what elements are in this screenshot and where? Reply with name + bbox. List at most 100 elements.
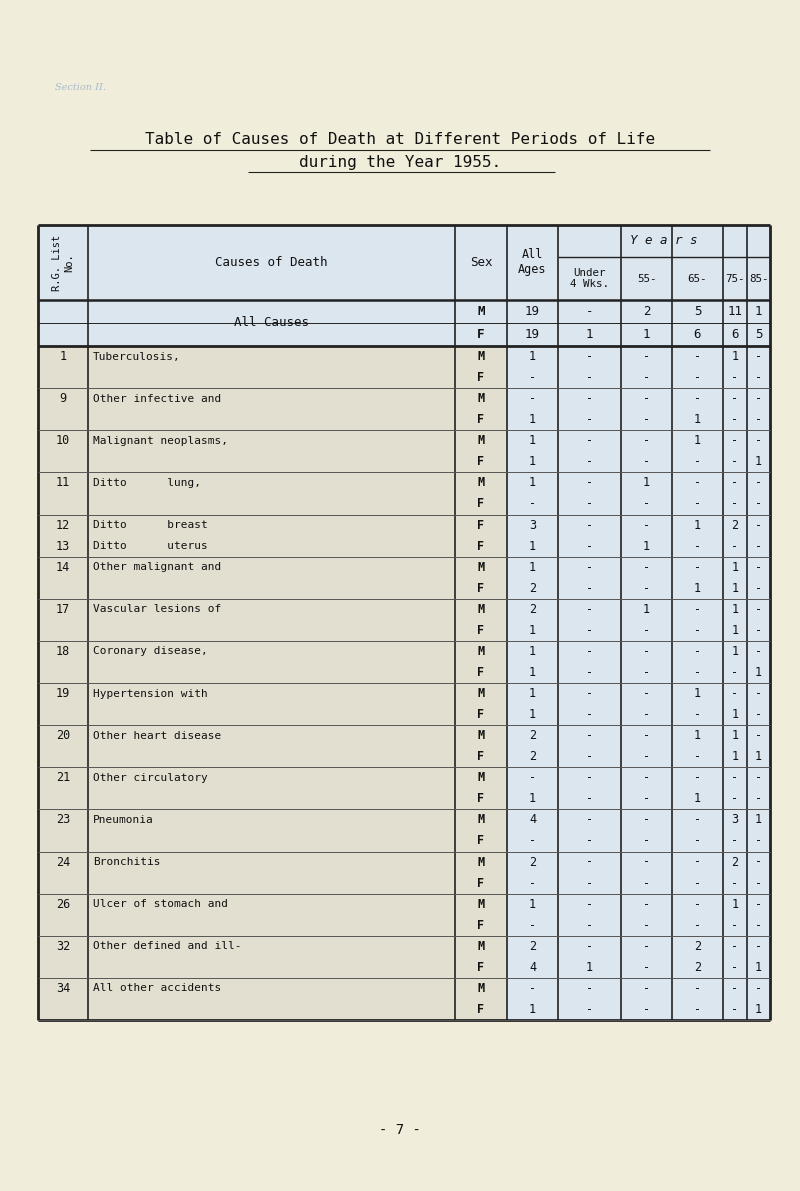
Text: -: - (731, 940, 738, 953)
Text: F: F (478, 792, 485, 805)
Text: 2: 2 (694, 961, 701, 974)
Text: -: - (755, 372, 762, 384)
Text: 2: 2 (642, 305, 650, 318)
Text: -: - (586, 855, 593, 868)
Text: 1: 1 (642, 328, 650, 341)
Text: -: - (694, 392, 701, 405)
Text: Hypertension with: Hypertension with (93, 688, 208, 699)
Text: -: - (586, 1003, 593, 1016)
Text: -: - (643, 581, 650, 594)
Text: -: - (586, 413, 593, 426)
Text: -: - (731, 877, 738, 890)
Text: -: - (755, 687, 762, 700)
Text: -: - (694, 981, 701, 994)
Text: F: F (478, 877, 485, 890)
Text: -: - (643, 772, 650, 785)
Text: -: - (586, 750, 593, 763)
Text: Ditto      uterus: Ditto uterus (93, 541, 208, 551)
Text: -: - (694, 750, 701, 763)
Text: -: - (586, 772, 593, 785)
Text: 3: 3 (529, 518, 536, 531)
Text: -: - (694, 372, 701, 384)
Text: All
Ages: All Ages (518, 249, 546, 276)
Text: 11: 11 (56, 476, 70, 490)
Text: Section II.: Section II. (55, 83, 106, 92)
Text: -: - (694, 624, 701, 637)
Text: -: - (731, 498, 738, 511)
Text: 1: 1 (731, 624, 738, 637)
Text: -: - (586, 898, 593, 911)
Text: 2: 2 (529, 940, 536, 953)
Text: F: F (478, 709, 485, 721)
Text: 1: 1 (529, 644, 536, 657)
Text: 24: 24 (56, 855, 70, 868)
Text: 19: 19 (525, 328, 540, 341)
Text: -: - (586, 392, 593, 405)
Text: R.G. List
No.: R.G. List No. (52, 235, 74, 291)
Text: 55-: 55- (637, 274, 656, 283)
Text: M: M (478, 435, 485, 448)
Text: -: - (586, 981, 593, 994)
Text: -: - (643, 372, 650, 384)
Text: -: - (643, 687, 650, 700)
Text: -: - (643, 644, 650, 657)
Text: 65-: 65- (688, 274, 707, 283)
Text: -: - (586, 666, 593, 679)
Text: -: - (529, 498, 536, 511)
Text: M: M (478, 603, 485, 616)
Text: -: - (643, 666, 650, 679)
Text: -: - (529, 372, 536, 384)
Text: -: - (755, 898, 762, 911)
Text: 1: 1 (755, 1003, 762, 1016)
Text: -: - (731, 666, 738, 679)
Text: -: - (731, 372, 738, 384)
Text: -: - (586, 729, 593, 742)
Text: Other infective and: Other infective and (93, 394, 222, 404)
Text: 4: 4 (529, 813, 536, 827)
Text: 1: 1 (754, 305, 762, 318)
Text: -: - (643, 413, 650, 426)
Text: - 7 -: - 7 - (379, 1123, 421, 1137)
Text: 1: 1 (731, 750, 738, 763)
Text: 1: 1 (529, 413, 536, 426)
Text: -: - (643, 392, 650, 405)
Text: -: - (643, 877, 650, 890)
Text: F: F (478, 518, 485, 531)
Text: -: - (694, 561, 701, 574)
Text: Bronchitis: Bronchitis (93, 858, 161, 867)
Text: Tuberculosis,: Tuberculosis, (93, 351, 181, 362)
Text: M: M (478, 350, 485, 363)
Text: 1: 1 (529, 666, 536, 679)
Text: F: F (478, 624, 485, 637)
Text: -: - (586, 877, 593, 890)
Text: Under
4 Wks.: Under 4 Wks. (570, 268, 609, 289)
Text: F: F (478, 961, 485, 974)
Text: 1: 1 (755, 961, 762, 974)
Text: M: M (478, 981, 485, 994)
Text: 21: 21 (56, 772, 70, 785)
Text: 1: 1 (529, 624, 536, 637)
Text: -: - (586, 918, 593, 931)
Text: -: - (731, 981, 738, 994)
Text: Sex: Sex (470, 256, 492, 269)
Text: 2: 2 (731, 518, 738, 531)
Text: 17: 17 (56, 603, 70, 616)
Text: -: - (694, 709, 701, 721)
Text: -: - (694, 498, 701, 511)
Text: -: - (755, 729, 762, 742)
Text: 1: 1 (643, 603, 650, 616)
Text: 18: 18 (56, 644, 70, 657)
Text: 1: 1 (694, 413, 701, 426)
Text: Coronary disease,: Coronary disease, (93, 647, 208, 656)
Text: -: - (643, 518, 650, 531)
Text: Y e a r s: Y e a r s (630, 235, 698, 248)
Text: 1: 1 (529, 1003, 536, 1016)
Text: -: - (755, 792, 762, 805)
Text: 2: 2 (529, 729, 536, 742)
Text: -: - (529, 918, 536, 931)
Text: -: - (586, 581, 593, 594)
Text: -: - (643, 750, 650, 763)
Text: 1: 1 (694, 435, 701, 448)
Text: 23: 23 (56, 813, 70, 827)
Text: -: - (755, 624, 762, 637)
